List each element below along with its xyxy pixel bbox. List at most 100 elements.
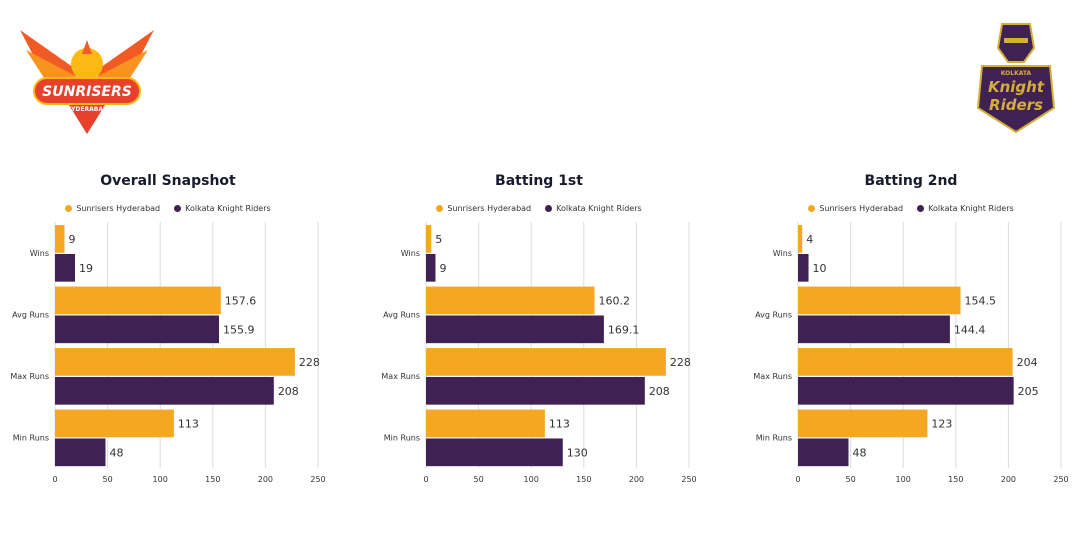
- x-tick-label: 250: [681, 475, 696, 484]
- chart-overall-snapshot: Overall Snapshot Sunrisers Hyderabad Kol…: [10, 170, 325, 500]
- legend-item-srh: Sunrisers Hyderabad: [808, 204, 903, 213]
- legend-item-kkr: Kolkata Knight Riders: [545, 204, 642, 213]
- legend-item-kkr: Kolkata Knight Riders: [917, 204, 1014, 213]
- data-label: 205: [1018, 385, 1039, 398]
- kkr-logo-text-main2: Riders: [989, 96, 1043, 114]
- sunrisers-hyderabad-logo: SUNRISERS HYDERABAD: [20, 30, 154, 134]
- chart-legend: Sunrisers Hyderabad Kolkata Knight Rider…: [389, 204, 689, 213]
- category-label: Min Runs: [756, 433, 792, 442]
- srh-wings-icon: [20, 30, 154, 134]
- x-tick-label: 100: [153, 475, 168, 484]
- chart-plot-area: 0 50 100 150 200 250 Wins 5 9 Avg Runs 160.2 169.1 M…: [381, 222, 697, 484]
- data-label: 113: [549, 417, 570, 430]
- legend-dot-kkr-icon: [174, 205, 182, 212]
- x-tick-label: 150: [576, 475, 591, 484]
- bar-srh: [55, 225, 65, 253]
- chart-plot-area: 0 50 100 150 200 250 Wins 4 10 Avg Runs 154.5 144.4…: [753, 222, 1069, 484]
- data-label: 113: [178, 417, 199, 430]
- bar-kkr: [798, 253, 809, 282]
- srh-logo-text: SUNRISERS: [42, 84, 132, 100]
- data-label: 160.2: [599, 294, 631, 307]
- data-label: 4: [806, 233, 813, 246]
- data-label: 19: [79, 262, 93, 275]
- x-tick-label: 50: [846, 475, 856, 484]
- chart-title: Overall Snapshot: [100, 173, 236, 189]
- chart-legend: Sunrisers Hyderabad Kolkata Knight Rider…: [18, 204, 318, 213]
- data-label: 204: [1017, 356, 1038, 369]
- bar-kkr: [55, 253, 75, 282]
- x-tick-label: 50: [474, 475, 484, 484]
- category-label: Avg Runs: [12, 310, 49, 319]
- data-label: 9: [439, 262, 446, 275]
- data-label: 48: [852, 446, 866, 459]
- x-tick-label: 250: [310, 475, 325, 484]
- x-tick-label: 0: [795, 475, 800, 484]
- category-label: Min Runs: [384, 433, 420, 442]
- data-label: 157.6: [225, 294, 257, 307]
- bar-srh: [55, 286, 221, 315]
- kkr-logo-text-main1: Knight: [988, 78, 1045, 96]
- x-tick-label: 200: [629, 475, 644, 484]
- legend-item-srh: Sunrisers Hyderabad: [436, 204, 531, 213]
- data-label: 5: [435, 233, 442, 246]
- data-label: 48: [109, 446, 123, 459]
- category-label: Wins: [30, 249, 49, 258]
- x-tick-label: 200: [258, 475, 273, 484]
- legend-dot-srh-icon: [436, 205, 444, 212]
- data-label: 208: [278, 385, 299, 398]
- chart-title: Batting 1st: [495, 173, 583, 189]
- legend-dot-srh-icon: [65, 205, 73, 212]
- bar-kkr: [426, 253, 436, 282]
- x-tick-label: 250: [1053, 475, 1068, 484]
- legend-dot-srh-icon: [808, 205, 816, 212]
- legend-item-srh: Sunrisers Hyderabad: [65, 204, 160, 213]
- bar-kkr: [55, 376, 274, 405]
- category-label: Avg Runs: [383, 310, 420, 319]
- data-label: 169.1: [608, 323, 640, 336]
- data-label: 155.9: [223, 323, 255, 336]
- x-tick-label: 50: [103, 475, 113, 484]
- x-tick-label: 0: [52, 475, 57, 484]
- bar-kkr: [426, 376, 645, 405]
- bar-kkr: [426, 438, 563, 467]
- bar-srh: [55, 348, 295, 376]
- bar-kkr: [55, 438, 106, 467]
- category-label: Avg Runs: [755, 310, 792, 319]
- x-tick-label: 100: [524, 475, 539, 484]
- bar-kkr: [798, 315, 950, 344]
- data-label: 228: [299, 356, 320, 369]
- bar-kkr: [55, 315, 220, 344]
- bar-srh: [55, 409, 174, 438]
- data-label: 130: [567, 446, 588, 459]
- x-tick-label: 150: [205, 475, 220, 484]
- x-tick-label: 150: [948, 475, 963, 484]
- x-tick-label: 100: [896, 475, 911, 484]
- data-label: 10: [813, 262, 827, 275]
- category-label: Min Runs: [13, 433, 49, 442]
- bar-srh: [798, 225, 803, 253]
- legend-item-kkr: Kolkata Knight Riders: [174, 204, 271, 213]
- bar-srh: [798, 286, 961, 315]
- category-label: Wins: [401, 249, 420, 258]
- x-tick-label: 200: [1001, 475, 1016, 484]
- chart-batting-2nd: Batting 2nd Sunrisers Hyderabad Kolkata …: [753, 170, 1069, 500]
- srh-logo-subtext: HYDERABAD: [66, 106, 108, 113]
- chart-batting-1st: Batting 1st Sunrisers Hyderabad Kolkata …: [381, 170, 697, 500]
- bar-srh: [426, 409, 545, 438]
- x-tick-label: 0: [423, 475, 428, 484]
- bar-kkr: [798, 376, 1014, 405]
- data-label: 154.5: [965, 294, 997, 307]
- bar-kkr: [426, 315, 604, 344]
- category-label: Wins: [773, 249, 792, 258]
- kkr-helmet-icon: [996, 23, 1036, 63]
- bar-srh: [426, 348, 666, 376]
- bar-srh: [798, 409, 928, 438]
- chart-legend: Sunrisers Hyderabad Kolkata Knight Rider…: [761, 204, 1061, 213]
- legend-dot-kkr-icon: [545, 205, 553, 212]
- category-label: Max Runs: [381, 372, 420, 381]
- kkr-logo-text-top: KOLKATA: [1001, 70, 1032, 77]
- legend-dot-kkr-icon: [917, 205, 925, 212]
- category-label: Max Runs: [753, 372, 792, 381]
- bar-srh: [426, 286, 595, 315]
- kolkata-knight-riders-logo: KOLKATA Knight Riders: [976, 23, 1056, 134]
